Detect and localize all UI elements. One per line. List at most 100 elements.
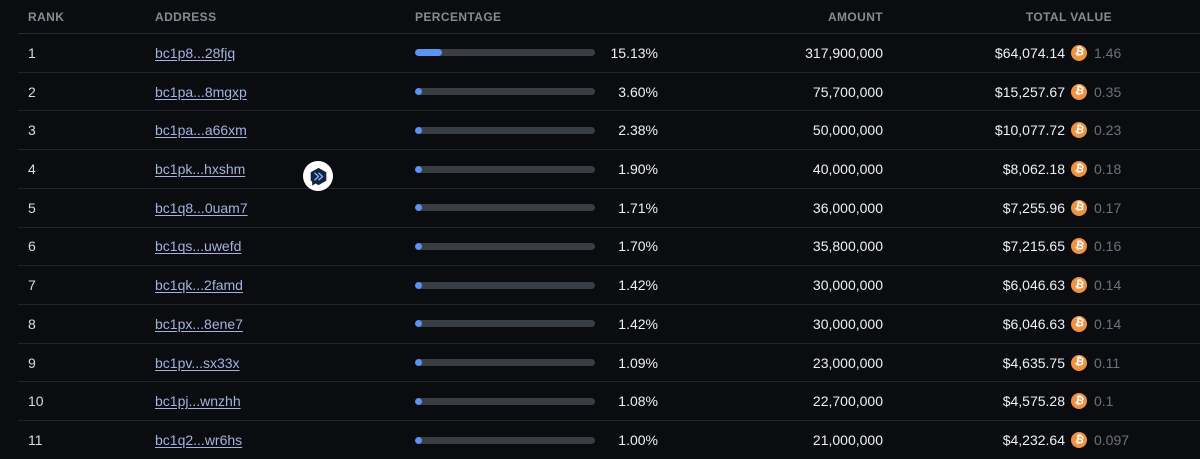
amount-value: 75,700,000 [812,83,883,100]
percentage-bar-track [415,165,595,173]
bitcoin-icon: ₿ [1071,354,1087,371]
percentage-bar [415,281,595,289]
rank-value: 7 [28,277,36,294]
address-link[interactable]: bc1q8...0uam7 [155,199,248,216]
address-link[interactable]: bc1pa...a66xm [155,122,247,139]
amount-value: 35,800,000 [812,238,883,255]
percentage-bar [415,242,595,250]
percentage-bar [415,88,595,96]
address-link[interactable]: bc1p8...28fjq [155,44,236,61]
address-link[interactable]: bc1pv...sx33x [155,354,240,371]
address-cell: bc1qk...2famd [155,277,415,293]
usd-value: $8,062.18 [1002,161,1065,178]
btc-cell: ₿ 0.097 [1065,432,1172,449]
percentage-bar-fill [415,359,422,367]
btc-cell: ₿ 0.14 [1065,315,1172,332]
percentage-bar-fill [415,397,422,405]
percentage-bar-track [415,397,595,405]
column-header-address: ADDRESS [155,9,217,24]
percentage-bar-fill [415,320,422,328]
bitcoin-icon: ₿ [1071,83,1087,100]
btc-value: 0.11 [1094,354,1121,371]
percentage-bar-track [415,204,595,212]
bitcoin-icon: ₿ [1071,238,1087,255]
btc-value: 0.18 [1094,161,1122,178]
address-link[interactable]: bc1q2...wr6hs [155,432,243,449]
amount-value: 23,000,000 [812,354,883,371]
percentage-bar-fill [415,165,422,173]
table-header-row: RANK ADDRESS PERCENTAGE AMOUNT TOTAL VAL… [18,0,1200,34]
percentage-bar-fill [415,204,422,212]
address-link[interactable]: bc1px...8ene7 [155,315,243,332]
percentage-bar-track [415,320,595,328]
bitcoin-icon: ₿ [1071,432,1087,449]
address-cell: bc1pv...sx33x [155,355,415,371]
address-cell: bc1qs...uwefd [155,238,415,254]
address-link[interactable]: bc1pa...8mgxp [155,83,247,100]
percentage-bar-track [415,281,595,289]
percentage-value: 2.38% [618,122,658,139]
btc-cell: ₿ 0.23 [1065,122,1172,139]
usd-value: $15,257.67 [994,83,1065,100]
bitcoin-icon: ₿ [1071,199,1087,216]
amount-value: 50,000,000 [812,122,883,139]
address-cell: bc1pj...wnzhh [155,393,415,409]
address-link[interactable]: bc1qs...uwefd [155,238,242,255]
bitcoin-icon: ₿ [1071,122,1087,139]
amount-value: 22,700,000 [812,393,883,410]
column-header-percentage: PERCENTAGE [415,9,502,24]
btc-value: 0.14 [1094,277,1122,294]
btc-cell: ₿ 0.18 [1065,161,1172,178]
table-row: 7 bc1qk...2famd 1.42% 30,000,000 $6,046.… [18,265,1200,304]
rank-value: 4 [28,161,36,178]
address-cell: bc1pa...a66xm [155,122,415,138]
usd-value: $7,255.96 [1002,199,1065,216]
percentage-bar [415,359,595,367]
percentage-bar-track [415,242,595,250]
usd-value: $4,635.75 [1002,354,1065,371]
percentage-bar-track [415,88,595,96]
rank-value: 8 [28,315,36,332]
table-row: 3 bc1pa...a66xm 2.38% 50,000,000 $10,077… [18,110,1200,149]
btc-value: 0.17 [1094,199,1122,216]
rank-value: 11 [28,432,43,449]
address-link[interactable]: bc1pk...hxshm [155,161,246,178]
percentage-bar-track [415,359,595,367]
rank-value: 2 [28,83,36,100]
percentage-bar-fill [415,436,422,444]
btc-cell: ₿ 0.35 [1065,83,1172,100]
amount-value: 36,000,000 [812,199,883,216]
percentage-value: 1.42% [618,277,658,294]
address-cell: bc1q2...wr6hs [155,432,415,448]
bitcoin-icon: ₿ [1071,277,1087,294]
percentage-value: 3.60% [618,83,658,100]
percentage-bar-fill [415,49,443,57]
usd-value: $64,074.14 [994,44,1065,61]
table-row: 5 bc1q8...0uam7 1.71% 36,000,000 $7,255.… [18,187,1200,227]
address-cell: bc1p8...28fjq [155,45,415,61]
table-row: 9 bc1pv...sx33x 1.09% 23,000,000 $4,635.… [18,342,1200,382]
percentage-bar-fill [415,281,422,289]
rank-value: 10 [28,393,44,410]
usd-value: $6,046.63 [1002,277,1065,294]
percentage-bar [415,204,595,212]
table-row: 8 bc1px...8ene7 1.42% 30,000,000 $6,046.… [18,304,1200,343]
address-cell: bc1q8...0uam7 [155,200,415,216]
amount-value: 21,000,000 [812,432,883,449]
address-link[interactable]: bc1qk...2famd [155,277,243,294]
rank-value: 1 [28,44,36,61]
btc-cell: ₿ 0.17 [1065,199,1172,216]
percentage-bar-fill [415,242,422,250]
btc-value: 0.35 [1094,83,1122,100]
percentage-bar-fill [415,88,422,96]
chat-share-badge-icon [310,167,326,186]
column-header-amount: AMOUNT [827,9,883,24]
chat-share-badge[interactable] [303,161,333,191]
address-link[interactable]: bc1pj...wnzhh [155,393,241,410]
percentage-value: 15.13% [610,44,658,61]
percentage-value: 1.70% [618,238,658,255]
column-header-total-value: TOTAL VALUE [1025,9,1112,24]
percentage-bar [415,436,595,444]
rank-value: 6 [28,238,36,255]
